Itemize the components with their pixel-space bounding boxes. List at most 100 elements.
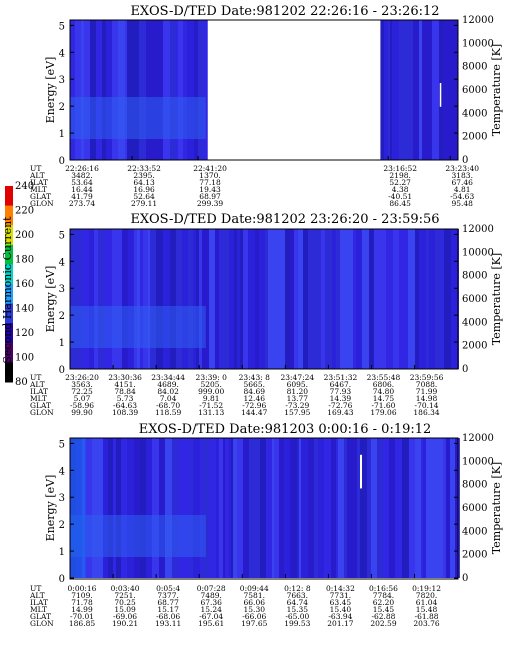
spectrogram-stripe	[455, 20, 458, 160]
spectrogram-stripe	[85, 438, 92, 578]
spectrogram-stripe	[163, 20, 170, 160]
spectrogram-stripe	[113, 438, 116, 578]
spectrogram-band	[70, 97, 206, 139]
spectrogram-stripe	[199, 229, 202, 369]
spectrogram-stripe	[82, 229, 89, 369]
spectrogram-stripe	[332, 229, 336, 369]
table-cell: 6467.	[330, 380, 351, 389]
table-cell: 0:12: 8	[284, 584, 311, 593]
table-cell: 72.25	[71, 387, 93, 396]
spectrogram-stripe	[260, 438, 266, 578]
spectrogram-stripe	[227, 229, 229, 369]
spectrogram-stripe	[399, 20, 406, 160]
spectrogram-stripe	[104, 229, 108, 369]
table-cell: 23:55:48	[367, 373, 401, 382]
spectrogram-stripe	[94, 229, 98, 369]
spectrogram-stripe	[415, 229, 419, 369]
table-row-label: GLON	[30, 408, 54, 417]
panel-2: EXOS-D/TED Date:981202 23:26:20 - 23:59:…	[29, 212, 503, 417]
spectrogram-stripe	[219, 229, 221, 369]
table-cell: 16.96	[133, 185, 155, 194]
spectrogram-stripe	[148, 229, 150, 369]
y2-tick-label: 12000	[462, 433, 494, 444]
y-tick-label: 5	[59, 439, 65, 450]
spectrogram-stripe	[229, 438, 231, 578]
spectrogram-stripe	[298, 229, 303, 369]
spectrogram-stripe	[96, 20, 102, 160]
y2-tick-label: 8000	[462, 480, 487, 491]
spectrogram-stripe	[112, 20, 118, 160]
table-cell: 14.98	[416, 394, 438, 403]
spectrogram-stripe	[294, 438, 297, 578]
colorbar-segment	[5, 225, 13, 246]
table-cell: 7820.	[416, 591, 437, 600]
spectrogram-stripe	[255, 229, 259, 369]
spectrogram-stripe	[121, 438, 127, 578]
spectrogram-stripe	[140, 229, 143, 369]
spectrogram-stripe	[90, 20, 96, 160]
spectrogram-stripe	[426, 438, 431, 578]
y-tick-label: 3	[59, 75, 65, 86]
table-cell: 0:07:28	[197, 584, 226, 593]
spectrogram-stripe	[431, 438, 436, 578]
spectrogram-stripe	[81, 20, 84, 160]
spectrogram-stripe	[429, 229, 431, 369]
table-cell: 202.59	[370, 619, 396, 628]
spectrogram-stripe	[390, 20, 392, 160]
table-cell: 190.21	[112, 619, 138, 628]
table-cell: -62.88	[371, 612, 395, 621]
panel-2-frame	[69, 228, 459, 370]
table-cell: 22:41:20	[193, 164, 227, 173]
colorbar-segment	[5, 342, 13, 363]
spectrogram-stripe	[193, 438, 200, 578]
table-cell: 15.35	[287, 605, 309, 614]
spectrogram-stripe	[134, 20, 139, 160]
spectrogram-stripe	[443, 438, 446, 578]
spectrogram-stripe	[423, 438, 426, 578]
table-cell: 99.90	[71, 408, 93, 417]
colorbar-segment	[5, 303, 13, 324]
spectrogram-stripe	[127, 438, 134, 578]
spectrogram-stripe	[103, 438, 108, 578]
table-cell: 62.20	[373, 598, 395, 607]
table-row-label: UT	[30, 164, 41, 173]
spectrogram-stripe	[357, 438, 360, 578]
table-cell: -72.76	[328, 401, 352, 410]
colorbar-segment	[5, 244, 13, 265]
table-row-label: MLT	[30, 394, 47, 403]
table-cell: 203.76	[413, 619, 439, 628]
table-cell: 23:26:20	[65, 373, 99, 382]
table-cell: 64.74	[287, 598, 309, 607]
table-row-label: UT	[30, 373, 41, 382]
table-cell: -73.29	[285, 401, 309, 410]
spectrogram-stripe	[176, 229, 182, 369]
spectrogram-stripe	[185, 438, 191, 578]
spectrogram-stripe	[444, 229, 451, 369]
table-cell: 131.13	[198, 408, 224, 417]
table-cell: 7581.	[244, 591, 265, 600]
spectrogram-stripe	[249, 438, 254, 578]
table-cell: 0:19:12	[412, 584, 441, 593]
table-cell: 2395.	[133, 171, 154, 180]
table-cell: 86.45	[389, 199, 411, 208]
table-cell: 193.11	[155, 619, 181, 628]
spectrogram-stripe	[97, 438, 103, 578]
spectrogram-stripe	[449, 20, 455, 160]
spectrogram-stripe	[389, 438, 395, 578]
y2-tick-label: 6000	[462, 503, 487, 514]
y-tick-label: 2	[59, 311, 65, 322]
spectrogram-stripe	[140, 438, 146, 578]
spectrogram-stripe	[399, 229, 403, 369]
spectrogram-stripe	[176, 20, 178, 160]
spectrogram-stripe	[134, 229, 137, 369]
spectrogram-stripe	[413, 20, 419, 160]
table-cell: 7784.	[373, 591, 394, 600]
table-row-label: MLT	[30, 605, 47, 614]
spectrogram-stripe	[426, 229, 429, 369]
y-tick-label: 1	[59, 338, 65, 349]
y-tick-label: 0	[59, 574, 65, 585]
table-row-label: GLAT	[30, 401, 51, 410]
spectrogram-stripe	[203, 20, 208, 160]
spectrogram-stripe	[134, 438, 140, 578]
table-cell: 23:34:44	[151, 373, 185, 382]
